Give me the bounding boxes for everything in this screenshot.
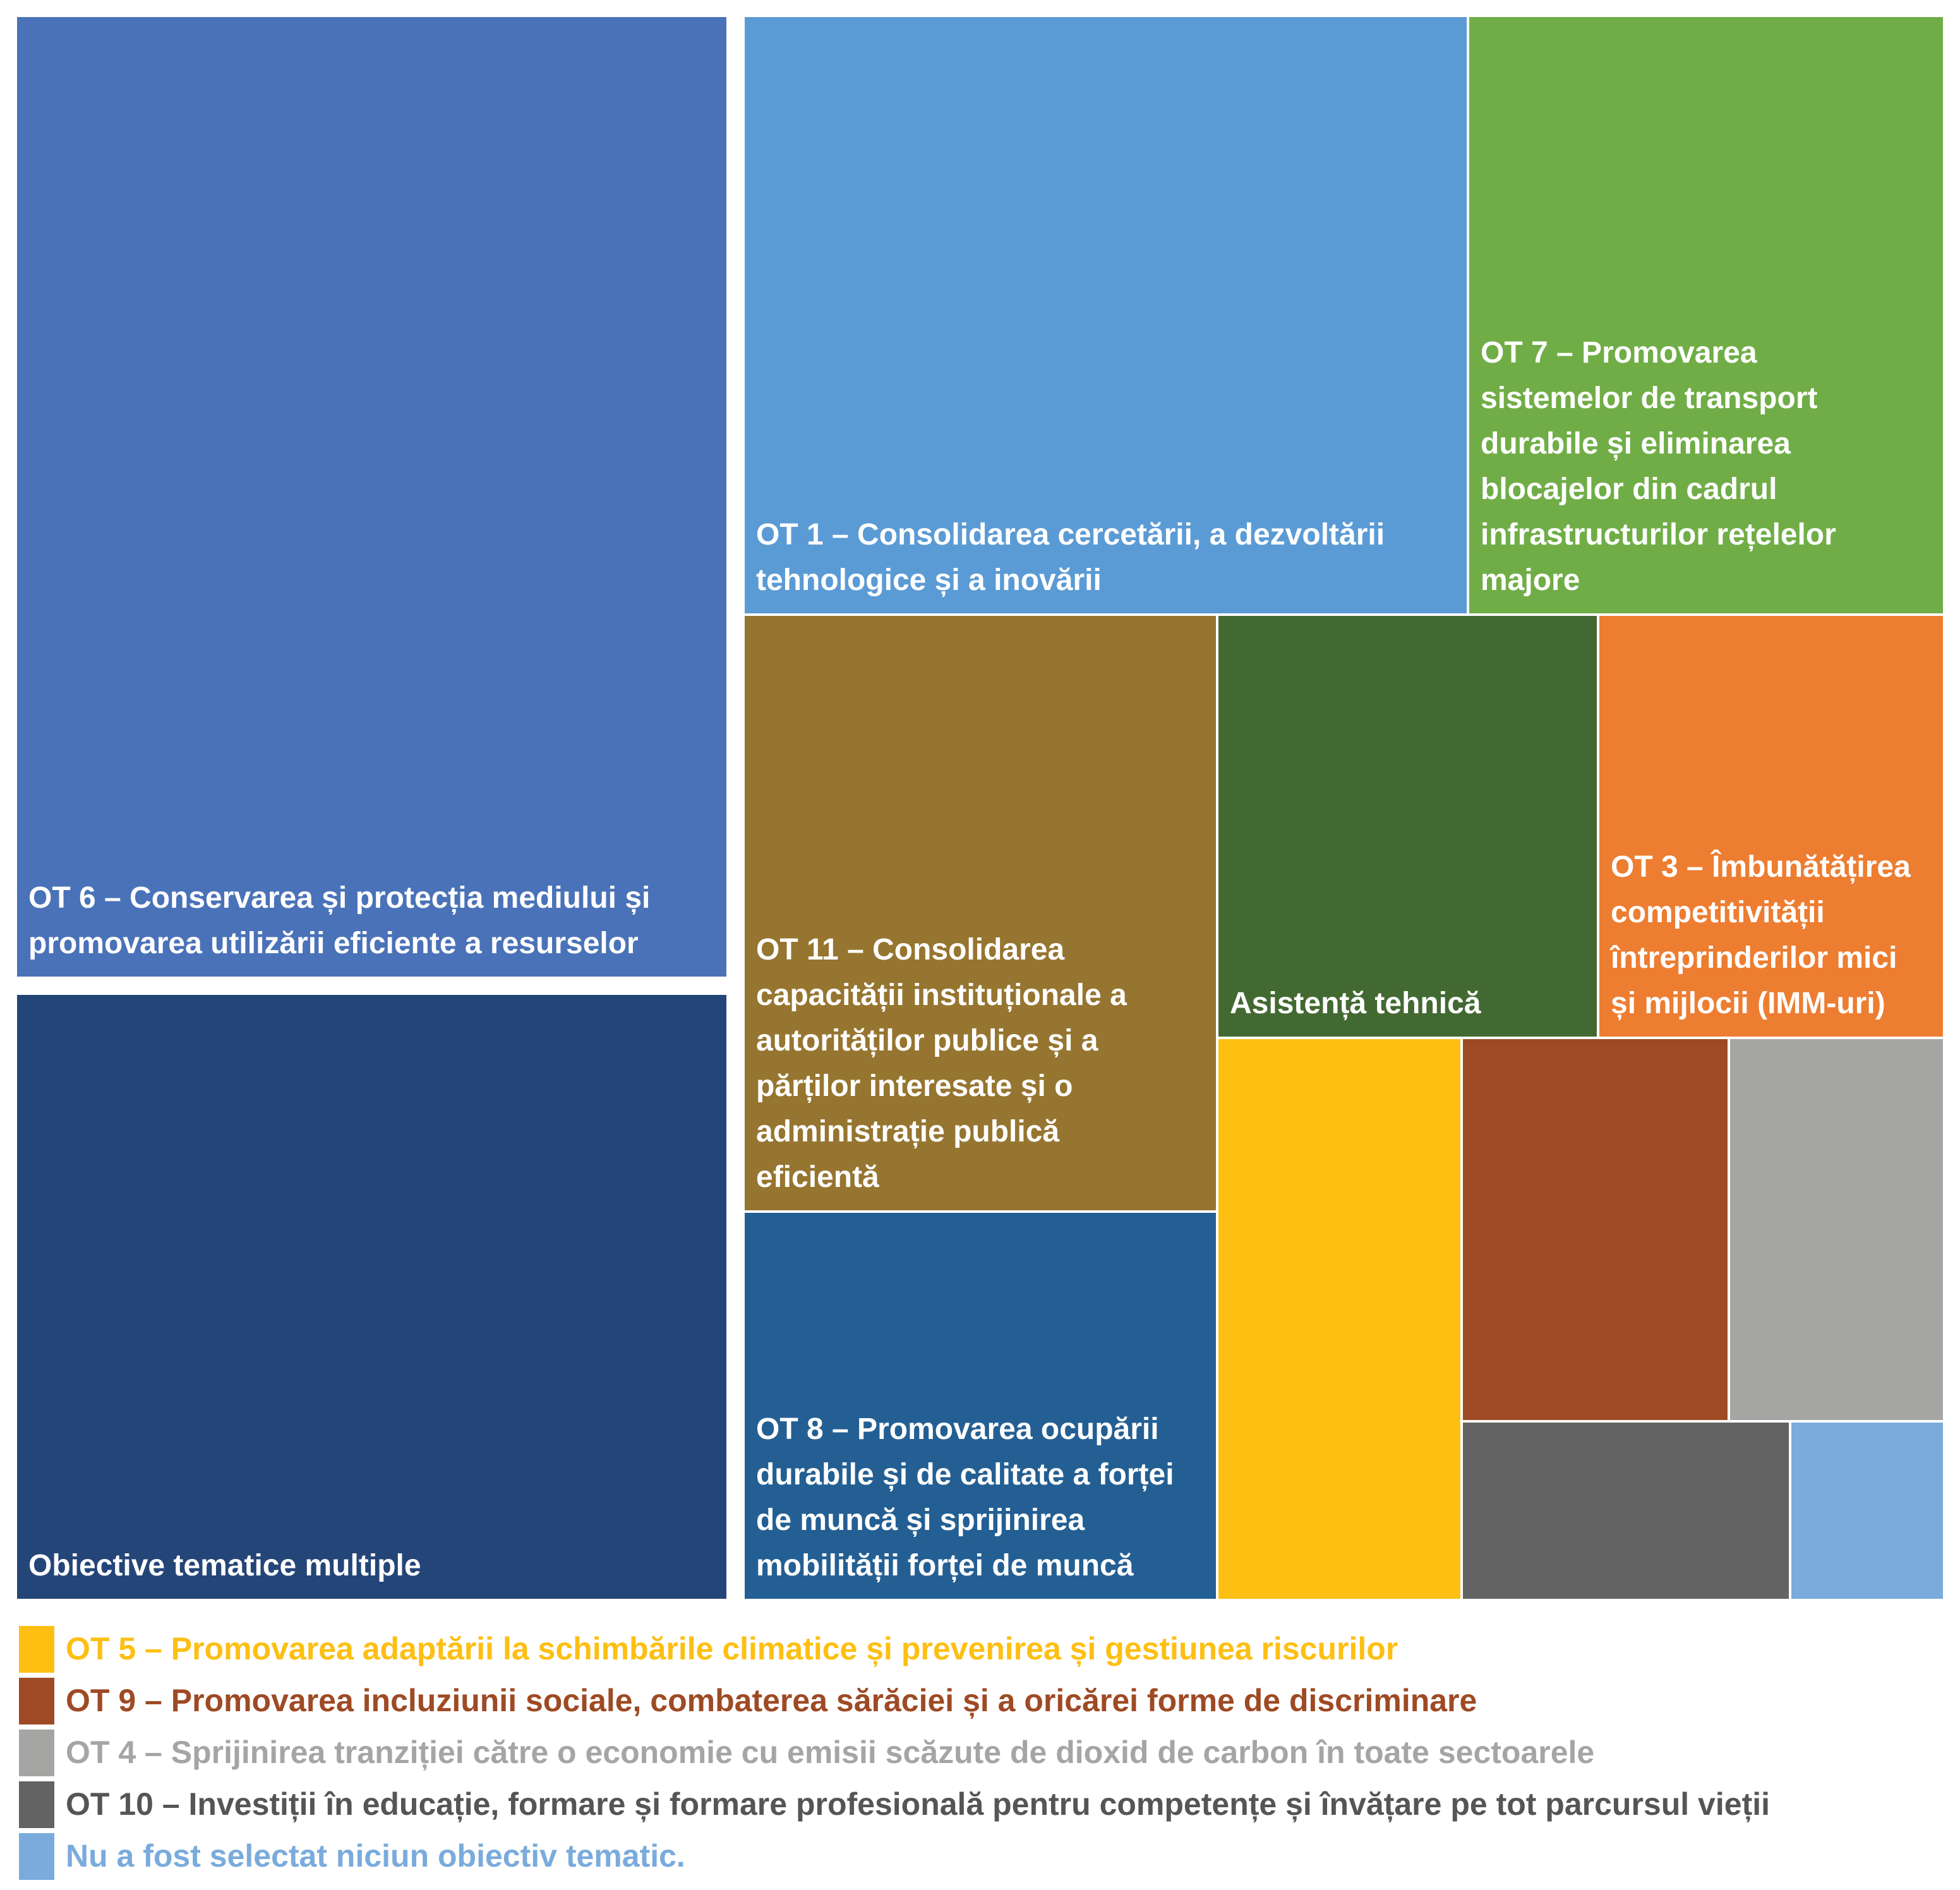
legend-swatch xyxy=(19,1781,54,1828)
tile-label-line: blocajelor din cadrul xyxy=(1481,472,1777,506)
tile-label-at: Asistență tehnică xyxy=(1230,981,1588,1026)
tile-label-line: Asistență tehnică xyxy=(1230,987,1481,1020)
legend-label: OT 9 – Promovarea incluziunii sociale, c… xyxy=(66,1683,1477,1718)
tile-label-line: OT 8 – Promovarea ocupării xyxy=(756,1412,1159,1446)
tile-label-line: durabile și de calitate a forței xyxy=(756,1458,1174,1491)
tile-ot3: OT 3 – Îmbunătățirea competitivității într… xyxy=(1598,615,1944,1038)
tile-label-line: competitivității xyxy=(1611,896,1825,929)
tile-label-line: părților interesate și o xyxy=(756,1069,1073,1103)
legend-swatch xyxy=(19,1730,54,1776)
tile-ot10 xyxy=(1462,1421,1790,1600)
legend-label: OT 10 – Investiții în educație, formare … xyxy=(66,1786,1770,1822)
tile-label-ot3: OT 3 – Îmbunătățirea competitivității într… xyxy=(1611,845,1934,1026)
tile-label-line: capacității instituționale a xyxy=(756,978,1127,1012)
tile-label-line: Obiective tematice multiple xyxy=(28,1549,421,1582)
tile-label-line: mobilității forței de muncă xyxy=(756,1549,1134,1582)
legend: OT 5 – Promovarea adaptării la schimbări… xyxy=(19,1622,1952,1881)
tile-label-line: OT 7 – Promovarea xyxy=(1481,336,1757,370)
legend-swatch xyxy=(19,1626,54,1673)
treemap-chart: OT 6 – Conservarea și protecția mediului… xyxy=(16,16,1944,1600)
tile-label-ot1: OT 1 – Consolidarea cercetării, a dezvol… xyxy=(756,512,1458,603)
tile-label-line: administrație publică xyxy=(756,1115,1060,1148)
tile-label-line: sistemelor de transport xyxy=(1481,382,1818,415)
tile-none xyxy=(1790,1421,1944,1600)
tile-label-line: OT 3 – Îmbunătățirea xyxy=(1611,850,1911,884)
legend-item-none: Nu a fost selectat niciun obiectiv temat… xyxy=(19,1829,1952,1881)
tile-ot9 xyxy=(1462,1038,1729,1421)
tile-label-line: și mijlocii (IMM-uri) xyxy=(1611,987,1885,1020)
tile-ot5 xyxy=(1217,1038,1462,1600)
tile-label-ot11: OT 11 – Consolidarea capacității instituț… xyxy=(756,927,1207,1200)
tile-label-ot7: OT 7 – Promovarea sistemelor de transport… xyxy=(1481,330,1934,603)
tile-ot4 xyxy=(1729,1038,1944,1421)
tile-label-line: majore xyxy=(1481,563,1580,597)
tile-ot6: OT 6 – Conservarea și protecția mediului… xyxy=(16,16,728,978)
legend-label: OT 4 – Sprijinirea tranziției către o ec… xyxy=(66,1735,1595,1770)
tile-label-line: eficientă xyxy=(756,1160,879,1194)
legend-swatch xyxy=(19,1678,54,1724)
tile-label-line: tehnologice și a inovării xyxy=(756,563,1102,597)
legend-item-ot10: OT 10 – Investiții în educație, formare … xyxy=(19,1778,1952,1829)
legend-item-ot5: OT 5 – Promovarea adaptării la schimbări… xyxy=(19,1622,1952,1674)
tile-ot8: OT 8 – Promovarea ocupării durabile și de… xyxy=(743,1212,1217,1600)
tile-label-ot8: OT 8 – Promovarea ocupării durabile și de… xyxy=(756,1407,1207,1589)
tile-label-line: OT 11 – Consolidarea xyxy=(756,933,1065,966)
legend-label: OT 5 – Promovarea adaptării la schimbări… xyxy=(66,1631,1398,1666)
tile-label-multi: Obiective tematice multiple xyxy=(28,1543,718,1589)
legend-item-ot9: OT 9 – Promovarea incluziunii sociale, c… xyxy=(19,1674,1952,1726)
tile-ot1: OT 1 – Consolidarea cercetării, a dezvol… xyxy=(743,16,1468,615)
tile-label-line: OT 1 – Consolidarea cercetării, a dezvol… xyxy=(756,518,1385,551)
tile-ot11: OT 11 – Consolidarea capacității instituț… xyxy=(743,615,1217,1212)
tile-ot7: OT 7 – Promovarea sistemelor de transport… xyxy=(1468,16,1944,615)
legend-item-ot4: OT 4 – Sprijinirea tranziției către o ec… xyxy=(19,1726,1952,1778)
legend-label: Nu a fost selectat niciun obiectiv temat… xyxy=(66,1838,685,1874)
legend-swatch xyxy=(19,1833,54,1880)
tile-label-line: durabile și eliminarea xyxy=(1481,427,1791,460)
tile-label-line: de muncă și sprijinirea xyxy=(756,1503,1085,1537)
tile-label-line: autorităților publice și a xyxy=(756,1024,1098,1057)
tile-label-line: OT 6 – Conservarea și protecția mediului… xyxy=(28,881,651,915)
tile-at: Asistență tehnică xyxy=(1217,615,1598,1038)
tile-label-ot6: OT 6 – Conservarea și protecția mediului… xyxy=(28,876,718,966)
tile-label-line: infrastructurilor rețelelor xyxy=(1481,518,1836,551)
tile-label-line: promovarea utilizării eficiente a resurs… xyxy=(28,927,639,960)
tile-label-line: întreprinderilor mici xyxy=(1611,941,1897,975)
tile-multi: Obiective tematice multiple xyxy=(16,994,728,1600)
